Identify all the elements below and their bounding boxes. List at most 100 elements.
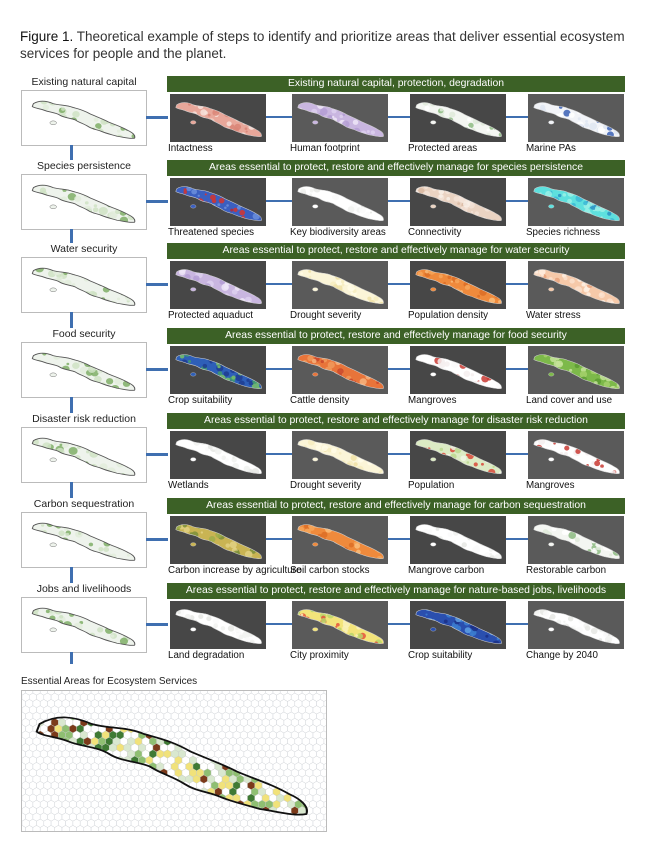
panel-map — [410, 94, 506, 142]
panel-caption: Water stress — [526, 310, 581, 321]
figure-number: Figure 1. — [20, 29, 74, 44]
panel-connector — [388, 368, 410, 370]
panel-caption: Human footprint — [290, 143, 360, 154]
row-summary-map — [21, 342, 147, 398]
connector-line — [146, 116, 168, 119]
panel-map — [292, 431, 388, 479]
connector-line — [146, 453, 168, 456]
panel-connector — [266, 368, 292, 370]
vertical-connector — [70, 229, 73, 243]
vertical-connector — [70, 312, 73, 328]
row-label: Jobs and livelihoods — [36, 583, 132, 595]
row-banner: Areas essential to protect, restore and … — [167, 583, 625, 599]
island-shape — [533, 102, 620, 137]
panel-map — [170, 178, 266, 226]
island-shape — [175, 102, 262, 137]
panel-connector — [388, 200, 410, 202]
panel-map — [170, 346, 266, 394]
panel-map — [410, 346, 506, 394]
vertical-connector — [70, 397, 73, 413]
row-label: Food security — [52, 328, 116, 340]
panel-connector — [506, 538, 528, 540]
row-banner: Areas essential to protect, restore and … — [167, 243, 625, 259]
vertical-connector — [70, 567, 73, 583]
final-map — [21, 690, 327, 832]
panel-connector — [506, 283, 528, 285]
row-label: Carbon sequestration — [33, 498, 135, 510]
panel-connector — [266, 453, 292, 455]
panel-connector — [388, 453, 410, 455]
panel-caption: Wetlands — [168, 480, 209, 491]
panel-map — [170, 516, 266, 564]
panel-caption: Key biodiversity areas — [290, 227, 386, 238]
panel-connector — [266, 538, 292, 540]
panel-caption: Land cover and use — [526, 395, 613, 406]
panel-map — [528, 601, 624, 649]
row-banner: Existing natural capital, protection, de… — [167, 76, 625, 92]
row-banner: Areas essential to protect, restore and … — [167, 160, 625, 176]
panel-connector — [388, 116, 410, 118]
panel-caption: Connectivity — [408, 227, 462, 238]
panel-caption: Threatened species — [168, 227, 255, 238]
panel-caption: Cattle density — [290, 395, 350, 406]
panel-caption: Soil carbon stocks — [290, 565, 370, 576]
panel-map — [410, 601, 506, 649]
panel-connector — [388, 538, 410, 540]
panel-connector — [506, 368, 528, 370]
vertical-connector — [70, 145, 73, 160]
panel-caption: Carbon increase by agriculture — [168, 565, 302, 576]
panel-caption: Change by 2040 — [526, 650, 598, 661]
panel-map — [528, 94, 624, 142]
panel-caption: Marine PAs — [526, 143, 576, 154]
panel-connector — [266, 200, 292, 202]
panel-caption: Species richness — [526, 227, 601, 238]
panel-caption: City proximity — [290, 650, 349, 661]
panel-map — [528, 516, 624, 564]
panel-map — [410, 178, 506, 226]
panel-map — [528, 261, 624, 309]
panel-caption: Population — [408, 480, 455, 491]
island-shape — [415, 354, 502, 389]
panel-caption: Drought severity — [290, 480, 362, 491]
connector-line — [146, 283, 168, 286]
panel-caption: Protected aquaduct — [168, 310, 253, 321]
row-summary-map — [21, 174, 147, 230]
panel-caption: Population density — [408, 310, 489, 321]
island-shape — [415, 102, 502, 137]
row-banner: Areas essential to protect, restore and … — [167, 498, 625, 514]
connector-line — [146, 538, 168, 541]
panel-map — [410, 261, 506, 309]
connector-line — [146, 623, 168, 626]
panel-map — [292, 346, 388, 394]
island-shape — [415, 269, 502, 304]
panel-connector — [506, 623, 528, 625]
panel-caption: Drought severity — [290, 310, 362, 321]
panel-map — [292, 601, 388, 649]
island-shape — [32, 185, 135, 223]
panel-caption: Mangroves — [408, 395, 457, 406]
panel-map — [528, 178, 624, 226]
panel-map — [292, 94, 388, 142]
panel-caption: Crop suitability — [168, 395, 233, 406]
island-outline — [35, 716, 308, 816]
connector-line — [146, 368, 168, 371]
panel-map — [170, 601, 266, 649]
panel-connector — [506, 453, 528, 455]
row-label: Existing natural capital — [31, 76, 137, 88]
row-summary-map — [21, 90, 147, 146]
island-shape — [415, 524, 502, 559]
panel-map — [410, 431, 506, 479]
panel-map — [292, 261, 388, 309]
panel-caption: Land degradation — [168, 650, 245, 661]
row-label: Water security — [50, 243, 118, 255]
panel-map — [410, 516, 506, 564]
panel-caption: Mangrove carbon — [408, 565, 485, 576]
figure-title: Figure 1. Theoretical example of steps t… — [20, 28, 640, 62]
island-shape — [297, 102, 384, 137]
island-shape — [175, 439, 262, 474]
island-shape — [533, 609, 620, 644]
row-summary-map — [21, 597, 147, 653]
panel-connector — [506, 116, 528, 118]
row-label: Disaster risk reduction — [32, 413, 136, 425]
